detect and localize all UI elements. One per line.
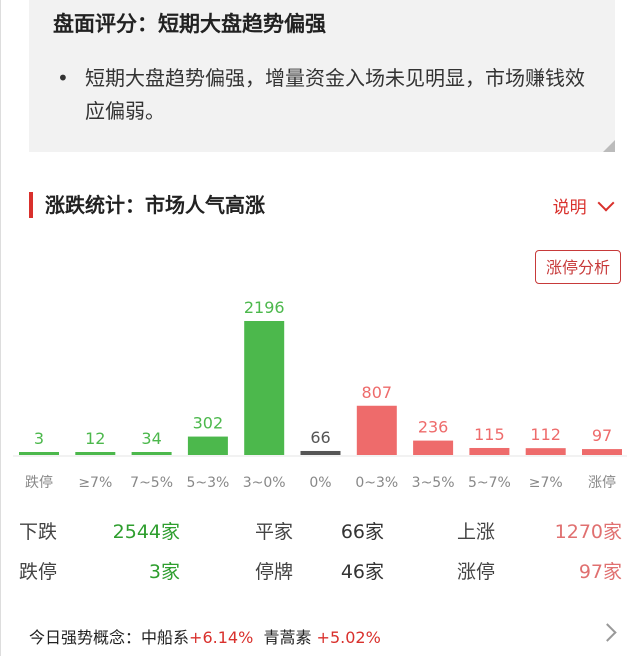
bar: [525, 448, 566, 455]
stat-label: 跌停: [19, 561, 58, 583]
explain-button[interactable]: 说明: [552, 193, 615, 218]
bar: [19, 452, 59, 455]
bar: [356, 405, 397, 455]
stat-label: 上涨: [457, 521, 496, 543]
explain-label: 说明: [552, 198, 587, 218]
chevron-down-icon: [597, 194, 615, 212]
stat-value: 66家: [340, 521, 384, 543]
bar: [469, 447, 510, 455]
bar: [131, 452, 172, 455]
bar-value-label: 34: [141, 429, 161, 448]
bar-value-label: 2196: [244, 298, 285, 317]
concept-name: 中船系: [141, 628, 190, 647]
chevron-right-icon[interactable]: [598, 623, 617, 642]
category-label: 5~3%: [186, 475, 229, 491]
rise-fall-bar-chart: 3 跌停 12 ≥7% 34 7~5% 302 5~3% 2196 3~0% 66 0% 807 0~3%…: [13, 298, 627, 491]
concept-name: 青蒿素: [263, 628, 312, 647]
stat-value: 97家: [578, 561, 622, 583]
category-label: 0~3%: [355, 475, 398, 491]
bar-value-label: 236: [418, 418, 449, 437]
limit-up-analysis-button[interactable]: 涨停分析: [535, 250, 621, 284]
bar-value-label: 112: [530, 425, 561, 444]
bar: [244, 321, 285, 455]
bar: [187, 436, 228, 455]
bar-value-label: 115: [474, 425, 505, 444]
section-title: 涨跌统计：市场人气高涨: [29, 192, 265, 218]
bar: [300, 450, 341, 455]
stat-label: 涨停: [457, 561, 496, 583]
category-label: 跌停: [25, 474, 53, 491]
bar-value-label: 807: [362, 383, 393, 402]
concept-change: +6.14%: [189, 628, 254, 647]
bar-value-label: 3: [34, 429, 44, 448]
stat-value: 2544家: [112, 521, 180, 543]
category-label: ≥7%: [529, 475, 563, 491]
stat-value: 46家: [340, 561, 384, 583]
bar: [413, 440, 454, 455]
strong-concepts[interactable]: 今日强势概念：中船系+6.14% 青蒿素 +5.02%: [29, 624, 381, 648]
concept-change: +5.02%: [316, 628, 381, 647]
stat-label: 下跌: [19, 521, 58, 543]
bar: [75, 452, 116, 455]
stat-value: 1270家: [554, 521, 622, 543]
summary-bullet: 短期大盘趋势偏强，增量资金入场未见明显，市场赚钱效应偏弱。: [53, 62, 593, 128]
category-label: 7~5%: [130, 475, 173, 491]
category-label: 3~5%: [412, 475, 455, 491]
stat-label: 停牌: [255, 561, 294, 583]
summary-card: 盘面评分：短期大盘趋势偏强 短期大盘趋势偏强，增量资金入场未见明显，市场赚钱效应…: [29, 0, 615, 152]
category-label: ≥7%: [78, 475, 112, 491]
category-label: 3~0%: [243, 475, 286, 491]
stat-value: 3家: [148, 561, 180, 583]
category-label: 0%: [309, 475, 331, 491]
bar: [582, 449, 622, 455]
stat-label: 平家: [255, 521, 294, 543]
bar-value-label: 97: [592, 426, 612, 445]
bar-value-label: 66: [310, 428, 330, 447]
category-label: 涨停: [588, 474, 616, 491]
summary-title: 盘面评分：短期大盘趋势偏强: [53, 12, 326, 36]
concepts-label: 今日强势概念：: [29, 628, 142, 647]
fold-corner-icon: [603, 140, 615, 152]
bar-value-label: 302: [193, 414, 224, 433]
bar-value-label: 12: [85, 429, 105, 448]
category-label: 5~7%: [468, 475, 511, 491]
